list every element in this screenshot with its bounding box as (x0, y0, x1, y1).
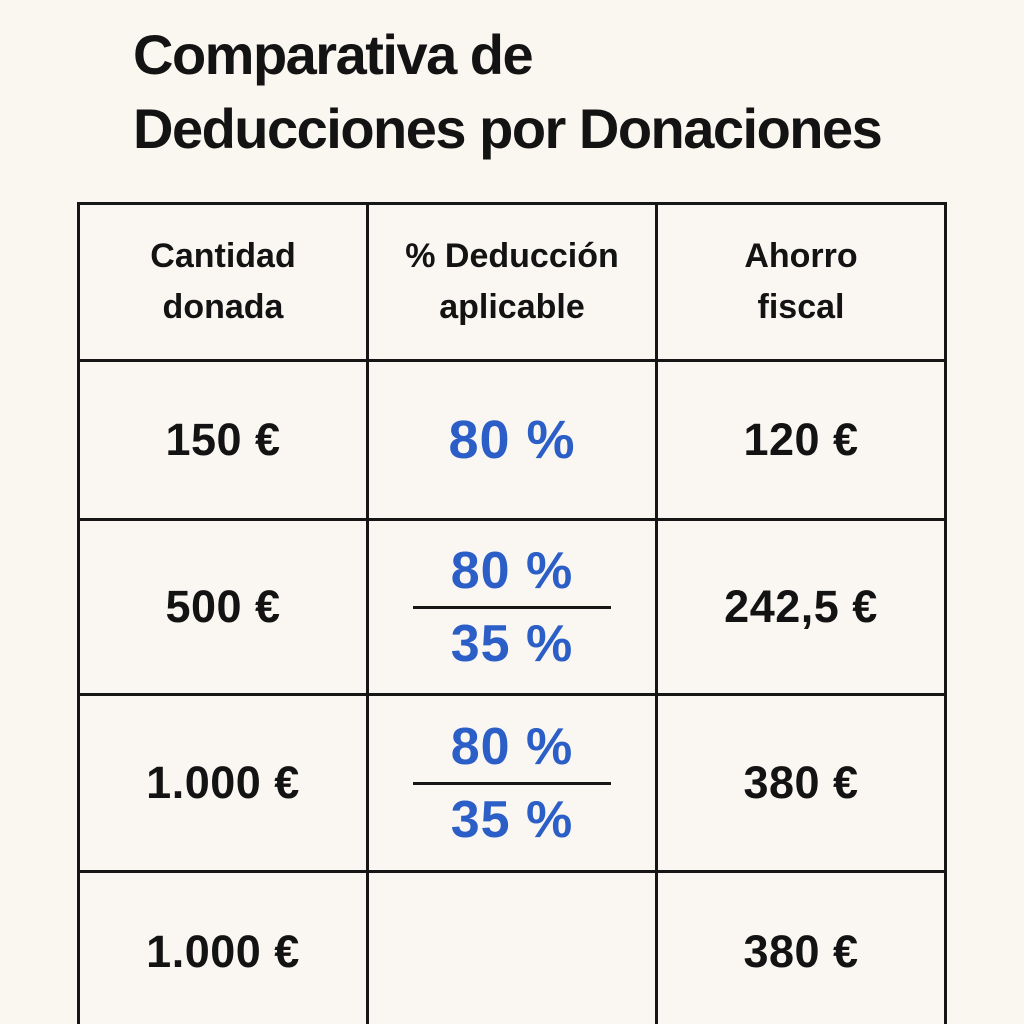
deduction-value: 80 % (448, 410, 576, 470)
header-deduccion-aplicable: % Deducción aplicable (366, 202, 658, 362)
deduction-cell: 80 % 35 % (366, 518, 658, 696)
header-cantidad-donada: Cantidad donada (77, 202, 369, 362)
saving-cell: 380 € (655, 870, 947, 1024)
page-title: Comparativa de Deducciones por Donacione… (133, 23, 883, 160)
deduction-fraction: 80 % 35 % (369, 545, 655, 670)
fraction-divider-line (413, 781, 611, 785)
deductions-table: Cantidad donada % Deducción aplicable Ah… (77, 202, 947, 1024)
deduction-cell: 80 % (366, 359, 658, 521)
table-row: 1.000 € 380 € (77, 870, 947, 1024)
deduction-cell-empty (366, 870, 658, 1024)
amount-cell: 1.000 € (77, 693, 369, 873)
saving-cell: 380 € (655, 693, 947, 873)
deduction-top-value: 80 % (450, 541, 574, 600)
fraction-divider-line (413, 605, 611, 609)
table-header-row: Cantidad donada % Deducción aplicable Ah… (77, 202, 947, 362)
deduction-fraction: 80 % 35 % (369, 721, 655, 846)
deduction-bottom-value: 35 % (450, 614, 574, 673)
table-row: 500 € 80 % 35 % 242,5 € (77, 518, 947, 696)
table-row: 150 € 80 % 120 € (77, 359, 947, 521)
header-ahorro-fiscal: Ahorro fiscal (655, 202, 947, 362)
deduction-bottom-value: 35 % (450, 790, 574, 849)
deduction-cell: 80 % 35 % (366, 693, 658, 873)
amount-cell: 500 € (77, 518, 369, 696)
amount-cell: 150 € (77, 359, 369, 521)
table-row: 1.000 € 80 % 35 % 380 € (77, 693, 947, 873)
amount-cell: 1.000 € (77, 870, 369, 1024)
saving-cell: 242,5 € (655, 518, 947, 696)
saving-cell: 120 € (655, 359, 947, 521)
deduction-top-value: 80 % (450, 717, 574, 776)
